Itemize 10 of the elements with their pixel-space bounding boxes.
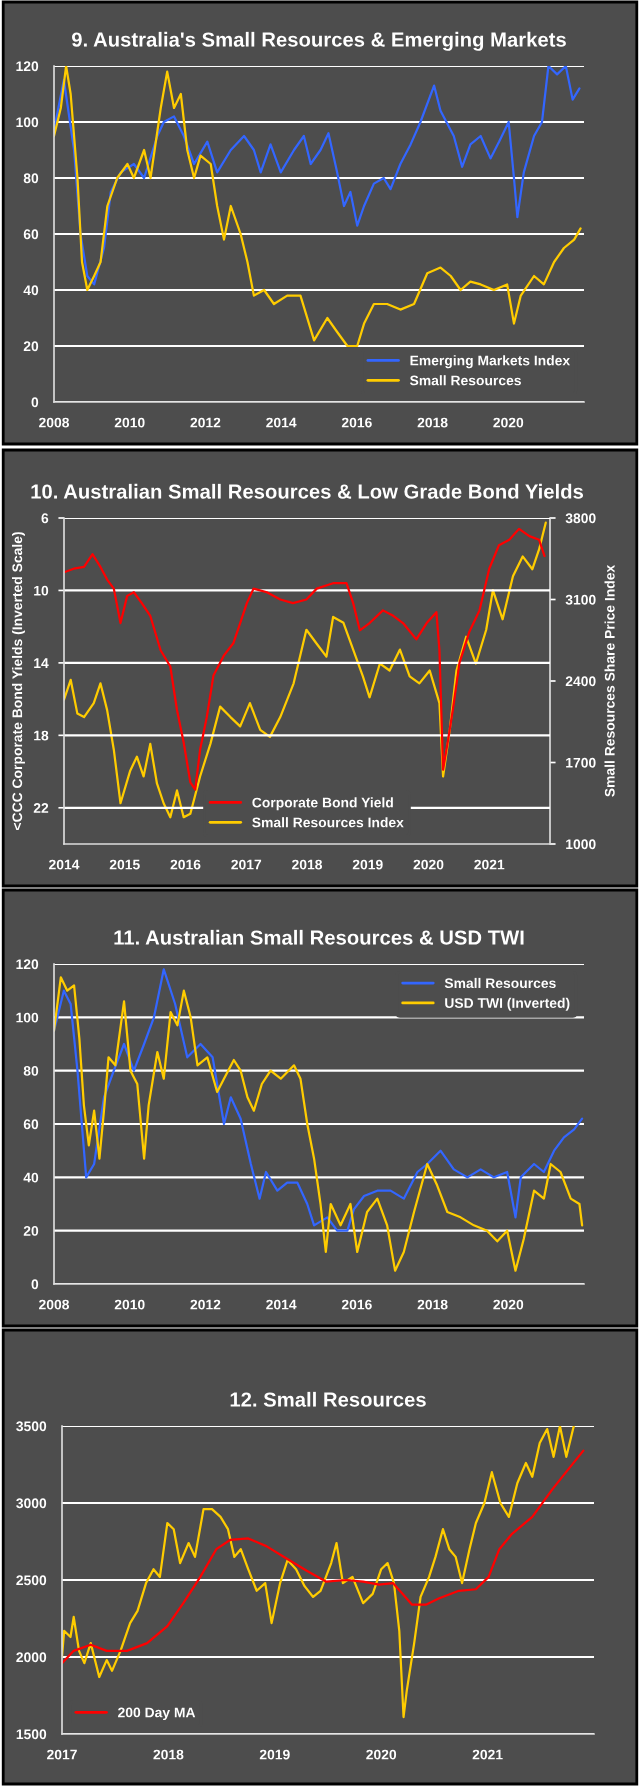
line-series <box>54 976 584 1272</box>
line-series <box>54 66 582 348</box>
chart-title: 9. Australia's Small Resources & Emerging Markets <box>72 31 566 51</box>
line-series <box>62 1449 585 1665</box>
line-series <box>54 66 581 286</box>
chart-title: 11. Australian Small Resources & USD TWI <box>114 929 524 945</box>
chart-title: 10. Australian Small Resources & Low Grade Bond Yields <box>31 483 584 499</box>
chart-title: 12. Small Resources <box>230 1391 426 1407</box>
line-series <box>62 1426 575 1719</box>
line-series <box>54 968 584 1232</box>
